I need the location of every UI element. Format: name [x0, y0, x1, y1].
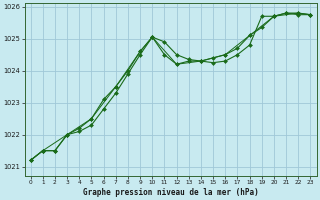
X-axis label: Graphe pression niveau de la mer (hPa): Graphe pression niveau de la mer (hPa) [83, 188, 258, 197]
